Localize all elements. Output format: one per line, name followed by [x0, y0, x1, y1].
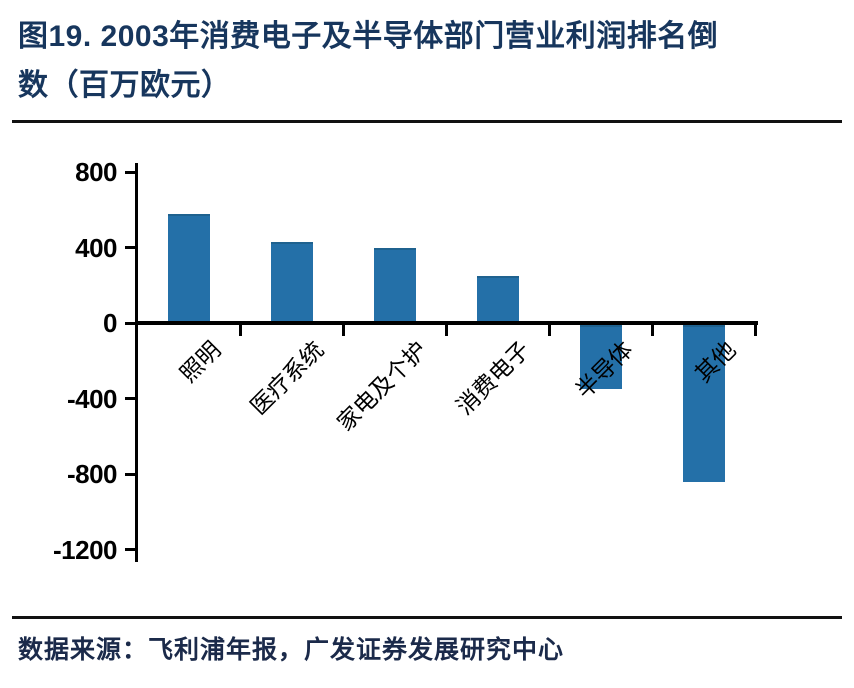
- bar-4: [580, 325, 622, 389]
- figure-title: 图19. 2003年消费电子及半导体部门营业利润排名倒 数（百万欧元）: [18, 12, 838, 110]
- bar-3: [477, 276, 519, 323]
- category-label-2: 家电及个护: [332, 336, 432, 436]
- y-axis-tick: [125, 246, 135, 249]
- x-axis-tick: [239, 325, 242, 336]
- figure-title-line1: 图19. 2003年消费电子及半导体部门营业利润排名倒: [18, 20, 719, 53]
- bar-1: [271, 242, 313, 323]
- y-axis-tick-label: 0: [103, 308, 117, 338]
- x-axis-tick: [548, 325, 551, 336]
- figure-title-line2: 数（百万欧元）: [18, 69, 232, 102]
- title-divider-line: [12, 120, 842, 123]
- x-axis-tick: [754, 325, 757, 336]
- y-axis-tick-label: 800: [75, 157, 117, 187]
- bar-0: [168, 214, 210, 323]
- bar-2: [374, 248, 416, 324]
- y-axis-tick-label: 400: [75, 233, 117, 263]
- y-axis-tick: [125, 397, 135, 400]
- category-label-1: 医疗系统: [245, 336, 329, 420]
- y-axis-tick-label: -400: [66, 384, 118, 414]
- category-label-3: 消费电子: [451, 336, 535, 420]
- y-axis-tick-label: -800: [66, 459, 118, 489]
- category-label-4: 半导体: [570, 336, 638, 404]
- bar-5: [683, 325, 725, 482]
- y-axis-line: [135, 163, 138, 562]
- category-label-0: 照明: [174, 336, 226, 388]
- y-axis-tick: [125, 171, 135, 174]
- x-axis-tick: [342, 325, 345, 336]
- y-axis-tick-label: -1200: [53, 535, 118, 565]
- x-axis-tick: [445, 325, 448, 336]
- y-axis-tick: [125, 548, 135, 551]
- data-source-text: 数据来源：飞利浦年报，广发证券发展研究中心: [18, 636, 565, 664]
- y-axis-tick: [125, 473, 135, 476]
- x-axis-tick: [651, 325, 654, 336]
- y-axis-tick: [125, 322, 135, 325]
- x-axis-zero-line: [135, 321, 758, 325]
- source-divider-line: [12, 616, 842, 619]
